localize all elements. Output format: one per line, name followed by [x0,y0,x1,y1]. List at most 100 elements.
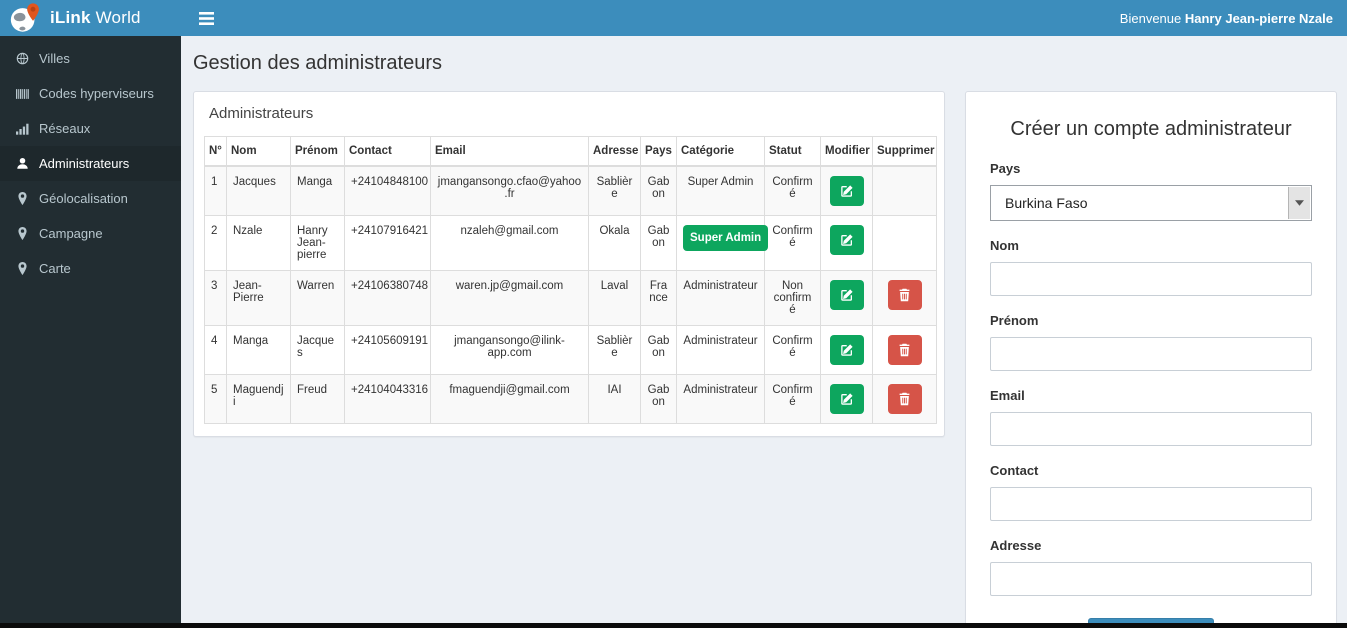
sidebar-item-codes-hyperviseurs[interactable]: Codes hyperviseurs [0,76,181,111]
cell-contact: +24106380748 [344,270,431,326]
delete-button[interactable] [887,384,922,414]
map-marker-icon [15,192,29,205]
cell-modifier [820,374,873,424]
sidebar-item-reseaux[interactable]: Réseaux [0,111,181,146]
delete-button[interactable] [887,335,922,365]
cell-modifier [820,165,873,216]
edit-button[interactable] [829,384,864,414]
cell-categorie: Administrateur [676,374,765,424]
column-header: N° [204,136,227,167]
edit-button[interactable] [829,176,864,206]
cell-contact: +24104848100 [344,165,431,216]
super-admin-badge[interactable]: Super Admin [683,225,769,251]
edit-button[interactable] [829,280,864,310]
cell-pays: Gabon [640,374,677,424]
cell-contact: +24107916421 [344,215,431,271]
brand[interactable]: iLink World [0,0,181,36]
sidebar-item-label: Administrateurs [39,156,130,171]
table-row: 4 Manga Jacques +24105609191 jmangansongo@il… [204,325,937,375]
page-title: Gestion des administrateurs [193,52,443,74]
contact-field[interactable] [990,487,1312,521]
pays-select[interactable]: Burkina Faso [990,185,1312,221]
delete-button[interactable] [887,280,922,310]
selected-value: Burkina Faso [1005,195,1088,211]
edit-icon [840,288,854,302]
cell-prenom: Manga [290,165,345,216]
cell-supprimer [872,325,937,375]
cell-statut: Confirmé [764,165,821,216]
sidebar-item-label: Carte [39,261,71,276]
column-header: Supprimer [872,136,937,167]
form-group-adresse: Adresse [990,538,1312,596]
column-header: Statut [764,136,821,167]
sidebar-item-villes[interactable]: Villes [0,41,181,76]
cell-contact: +24104043316 [344,374,431,424]
prenom-label: Prénom [990,313,1039,328]
cell-pays: France [640,270,677,326]
edit-icon [840,392,854,406]
form-group-nom: Nom [990,238,1312,296]
cell-email: jmangansongo.cfao@yahoo.fr [430,165,589,216]
column-header: Prénom [290,136,345,167]
edit-icon [840,343,854,357]
nom-field[interactable] [990,262,1312,296]
cell-email: fmaguendji@gmail.com [430,374,589,424]
user-icon [15,157,29,170]
cell-modifier [820,270,873,326]
cell-nom: Jean-Pierre [226,270,291,326]
trash-icon [898,288,911,302]
cell-statut: Confirmé [764,215,821,271]
cell-prenom: Jacques [290,325,345,375]
cell-adresse: IAI [588,374,641,424]
trash-icon [898,392,911,406]
hamburger-menu-button[interactable] [195,8,218,29]
sidebar-item-campagne[interactable]: Campagne [0,216,181,251]
edit-button[interactable] [829,225,864,255]
cell-email: waren.jp@gmail.com [430,270,589,326]
form-group-email: Email [990,388,1312,446]
sidebar-item-carte[interactable]: Carte [0,251,181,286]
cell-statut: Confirmé [764,374,821,424]
column-header: Contact [344,136,431,167]
cell-nom: Nzale [226,215,291,271]
ilink-globe-pin-logo-icon [8,1,42,35]
sidebar-item-administrateurs[interactable]: Administrateurs [0,146,181,181]
prenom-field[interactable] [990,337,1312,371]
brand-name: iLink World [50,8,141,27]
sidebar-item-geolocalisation[interactable]: Géolocalisation [0,181,181,216]
cell-num: 1 [204,165,227,216]
cell-categorie: Super Admin [676,165,765,216]
cell-modifier [820,215,873,271]
sidebar-item-label: Géolocalisation [39,191,128,206]
email-field[interactable] [990,412,1312,446]
cell-email: jmangansongo@ilink-app.com [430,325,589,375]
cell-supprimer [872,270,937,326]
edit-icon [840,184,854,198]
cell-supprimer [872,215,937,271]
edit-button[interactable] [829,335,864,365]
cell-adresse: Sablière [588,325,641,375]
column-header: Email [430,136,589,167]
sidebar-item-label: Villes [39,51,70,66]
welcome-text: Bienvenue Hanry Jean-pierre Nzale [1119,10,1333,26]
cell-pays: Gabon [640,215,677,271]
cell-nom: Jacques [226,165,291,216]
sidebar-item-label: Campagne [39,226,103,241]
column-header: Modifier [820,136,873,167]
sidebar-nav: Villes Codes hyperviseurs Réseaux Administr… [0,36,181,623]
map-marker-icon [15,262,29,275]
adresse-field[interactable] [990,562,1312,596]
table-row: 3 Jean-Pierre Warren +24106380748 waren.jp@g… [204,270,937,326]
cell-prenom: Hanry Jean-pierre [290,215,345,271]
globe-icon [15,52,29,65]
administrators-table: N° Nom Prénom Contact Email Adresse Pays Catégo… [204,136,937,424]
table-body: 1 Jacques Manga +24104848100 jmangansongo.cf… [204,165,937,424]
navbar: Bienvenue Hanry Jean-pierre Nzale [181,0,1347,36]
adresse-label: Adresse [990,538,1042,553]
chevron-down-icon [1288,187,1310,219]
top-bar: iLink World Bienvenue Hanry Jean-pierre … [0,0,1347,36]
column-header: Adresse [588,136,641,167]
cell-statut: Confirmé [764,325,821,375]
create-account-button[interactable]: Créer le compte [1087,618,1215,623]
cell-nom: Manga [226,325,291,375]
